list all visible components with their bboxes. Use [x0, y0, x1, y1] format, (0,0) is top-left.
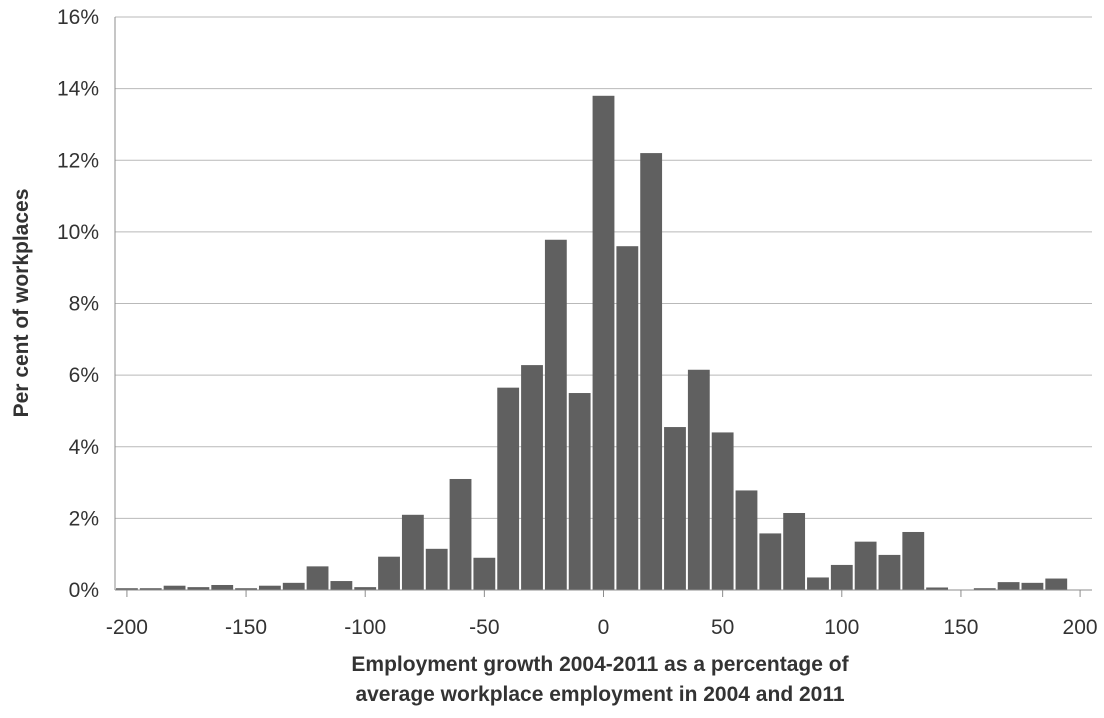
- x-tick-label: -100: [344, 616, 386, 639]
- x-tick-label: 150: [943, 616, 978, 639]
- histogram-bar: [401, 514, 424, 590]
- y-tick-label: 6%: [69, 364, 99, 387]
- axes: [114, 17, 1092, 597]
- y-tick-label: 14%: [57, 78, 99, 101]
- histogram-bar: [258, 585, 281, 590]
- histogram-bar: [211, 584, 234, 590]
- histogram-bar: [497, 387, 520, 590]
- histogram-bar: [759, 533, 782, 590]
- histogram-bar: [711, 432, 734, 590]
- y-tick-label: 2%: [69, 507, 99, 530]
- histogram-bar: [1021, 582, 1044, 590]
- histogram-bar: [854, 541, 877, 590]
- y-axis-title: Per cent of workplaces: [10, 189, 33, 418]
- bars: [116, 95, 1068, 590]
- histogram-bar: [139, 588, 162, 590]
- histogram-bar: [926, 587, 949, 590]
- histogram-bar: [878, 554, 901, 590]
- histogram-bar: [830, 564, 853, 590]
- x-tick-labels: -200 -150 -100 -50 0 50 100 150 200: [106, 616, 1098, 639]
- histogram-bar: [354, 587, 377, 590]
- x-tick-label: -200: [106, 616, 148, 639]
- y-tick-label: 8%: [69, 293, 99, 316]
- y-tick-label: 16%: [57, 6, 99, 29]
- histogram-bar: [997, 582, 1020, 590]
- histogram-bar: [378, 556, 400, 590]
- x-tick-label: -50: [469, 616, 499, 639]
- y-tick-label: 12%: [57, 149, 99, 172]
- histogram-bar: [235, 588, 257, 590]
- histogram-bar: [735, 490, 758, 590]
- histogram-bar: [544, 239, 567, 590]
- histogram-bar: [592, 95, 615, 590]
- histogram-bar: [306, 566, 329, 590]
- x-tick-label: 50: [711, 616, 734, 639]
- x-tick-label: 0: [598, 616, 610, 639]
- histogram-bar: [687, 369, 710, 590]
- histogram-bar: [449, 478, 472, 590]
- histogram-bar: [425, 548, 448, 590]
- histogram-bar: [1045, 578, 1068, 590]
- x-tick-label: 200: [1063, 616, 1098, 639]
- histogram-bar: [473, 557, 496, 590]
- histogram-bar: [807, 577, 829, 590]
- y-tick-label: 0%: [69, 579, 99, 602]
- y-tick-labels: 0% 2% 4% 6% 8% 10% 12% 14% 16%: [57, 6, 99, 602]
- histogram-bar: [640, 153, 663, 590]
- histogram-bar: [521, 365, 543, 590]
- histogram-bar: [187, 587, 210, 590]
- histogram-bar: [116, 588, 138, 590]
- histogram-bar: [163, 585, 186, 590]
- histogram-bar: [616, 246, 639, 590]
- histogram-bar: [282, 582, 305, 590]
- histogram-bar: [783, 513, 806, 590]
- x-tick-label: -150: [225, 616, 267, 639]
- x-axis-title-line-1: Employment growth 2004-2011 as a percent…: [351, 653, 849, 676]
- y-tick-label: 4%: [69, 436, 99, 459]
- histogram-bar: [664, 427, 686, 590]
- histogram-bar: [568, 393, 591, 590]
- x-axis-title-line-2: average workplace employment in 2004 and…: [355, 683, 844, 706]
- x-tick-label: 100: [824, 616, 859, 639]
- histogram-bar: [902, 531, 925, 590]
- y-tick-label: 10%: [57, 221, 99, 244]
- histogram-bar: [973, 588, 996, 590]
- histogram-bar: [330, 581, 353, 590]
